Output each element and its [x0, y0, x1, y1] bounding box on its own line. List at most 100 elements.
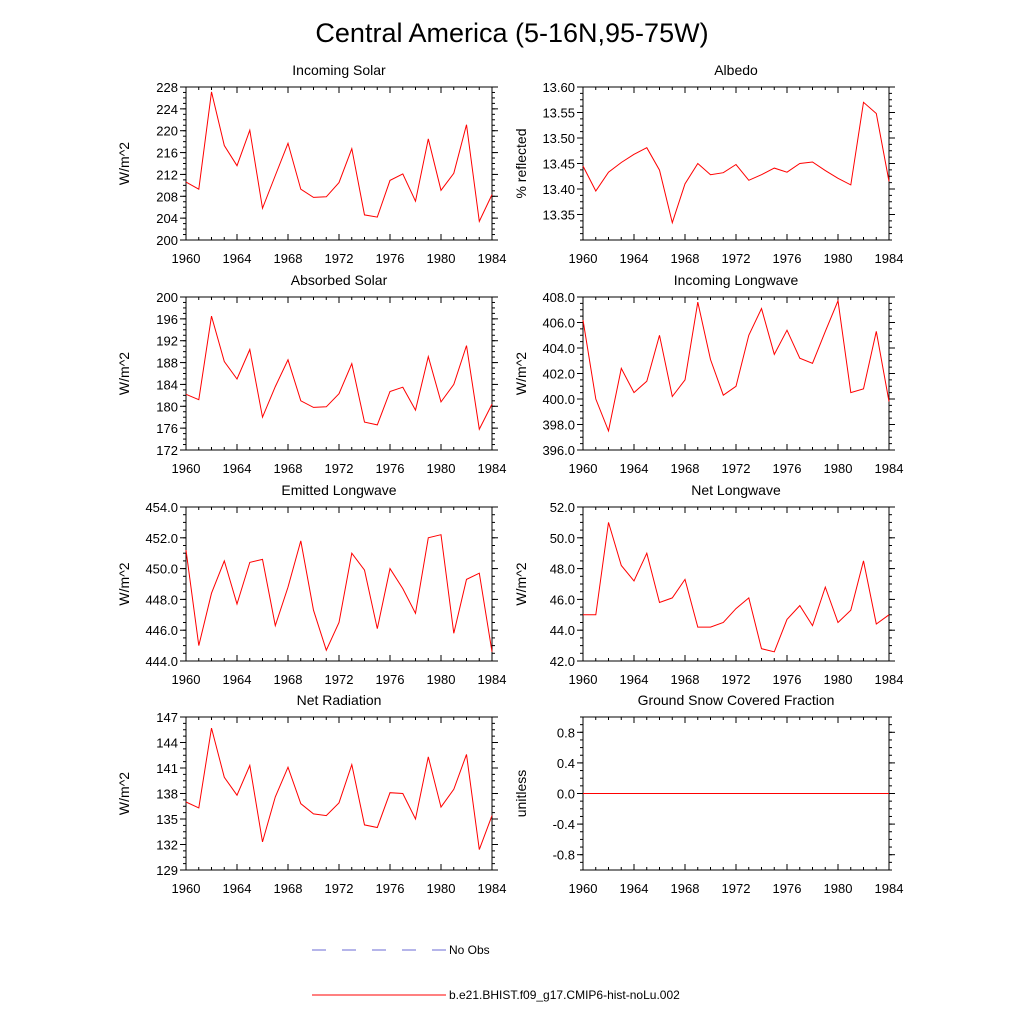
emitted-longwave-ylabel: W/m^2: [116, 562, 132, 605]
incoming-longwave-ytick-label: 396.0: [542, 443, 575, 458]
incoming-longwave-ytick-label: 398.0: [542, 418, 575, 433]
incoming-longwave-xtick-label: 1980: [824, 461, 853, 476]
incoming-solar-ytick-label: 204: [156, 211, 178, 226]
incoming-solar-ytick-label: 228: [156, 80, 178, 95]
incoming-longwave-xtick-label: 1972: [722, 461, 751, 476]
net-longwave-series-line: [583, 522, 890, 653]
incoming-solar-xtick-label: 1980: [427, 251, 456, 266]
albedo-plot-frame: [582, 86, 890, 241]
net-radiation-xtick-label: 1968: [274, 881, 303, 896]
net-radiation-series-line: [185, 727, 493, 850]
albedo-ytick-label: 13.45: [542, 157, 575, 172]
net-radiation-ylabel: W/m^2: [116, 772, 132, 815]
emitted-longwave-ytick-label: 450.0: [145, 562, 178, 577]
incoming-longwave-xtick-label: 1964: [620, 461, 649, 476]
incoming-longwave-title: Incoming Longwave: [674, 272, 799, 288]
incoming-longwave-ytick-label: 400.0: [542, 392, 575, 407]
incoming-longwave-xtick-label: 1960: [569, 461, 598, 476]
net-radiation-ytick-label: 141: [156, 761, 178, 776]
albedo-series-line: [582, 101, 890, 225]
incoming-solar-ytick-label: 224: [156, 102, 178, 117]
net-radiation-panel: Net Radiation 1960 1964 1968 1972 1976 1980 198…: [116, 692, 506, 896]
emitted-longwave-plot-frame: [185, 506, 493, 662]
net-radiation-ytick-label: 144: [156, 736, 178, 751]
absorbed-solar-ytick-label: 176: [156, 421, 178, 436]
incoming-solar-xtick-label: 1976: [376, 251, 405, 266]
albedo-ytick-label: 13.40: [542, 182, 575, 197]
albedo-xtick-label: 1968: [671, 251, 700, 266]
albedo-ytick-label: 13.50: [542, 131, 575, 146]
albedo-xtick-label: 1964: [620, 251, 649, 266]
emitted-longwave-ytick-label: 454.0: [145, 500, 178, 515]
incoming-solar-ytick-label: 212: [156, 167, 178, 182]
ground-snow-covered-fraction-ytick-label: -0.4: [553, 817, 575, 832]
net-longwave-xtick-label: 1984: [875, 672, 904, 687]
incoming-longwave-ytick-label: 406.0: [542, 316, 575, 331]
panels-group: Incoming Solar 1960 1964 1968 1972 1976 1980 19…: [116, 62, 903, 896]
absorbed-solar-ytick-label: 172: [156, 443, 178, 458]
net-longwave-xtick-label: 1976: [773, 672, 802, 687]
absorbed-solar-title: Absorbed Solar: [291, 272, 388, 288]
incoming-solar-ytick-label: 216: [156, 146, 178, 161]
incoming-solar-ytick-label: 220: [156, 124, 178, 139]
ground-snow-covered-fraction-xtick-label: 1964: [620, 881, 649, 896]
albedo-xtick-label: 1980: [824, 251, 853, 266]
emitted-longwave-xtick-label: 1960: [172, 672, 201, 687]
net-radiation-xtick-label: 1984: [478, 881, 507, 896]
absorbed-solar-panel: Absorbed Solar 1960 1964 1968 1972 1976 1980 19…: [116, 272, 506, 476]
incoming-solar-panel: Incoming Solar 1960 1964 1968 1972 1976 1980 19…: [116, 62, 506, 266]
emitted-longwave-xtick-label: 1984: [478, 672, 507, 687]
net-longwave-xtick-label: 1964: [620, 672, 649, 687]
incoming-solar-xtick-label: 1960: [172, 251, 201, 266]
ground-snow-covered-fraction-ylabel: unitless: [513, 770, 529, 817]
incoming-solar-ytick-label: 208: [156, 189, 178, 204]
absorbed-solar-series-line: [185, 315, 493, 431]
emitted-longwave-ytick-label: 452.0: [145, 531, 178, 546]
net-radiation-xtick-label: 1960: [172, 881, 201, 896]
incoming-solar-xtick-label: 1984: [478, 251, 507, 266]
incoming-longwave-panel: Incoming Longwave 1960 1964 1968 1972 1976 198…: [513, 272, 903, 476]
incoming-solar-xtick-label: 1972: [325, 251, 354, 266]
incoming-longwave-xtick-label: 1984: [875, 461, 904, 476]
emitted-longwave-xtick-label: 1976: [376, 672, 405, 687]
incoming-longwave-plot-frame: [582, 296, 890, 451]
net-longwave-ytick-label: 46.0: [550, 592, 575, 607]
absorbed-solar-xtick-label: 1964: [223, 461, 252, 476]
albedo-xtick-label: 1960: [569, 251, 598, 266]
albedo-ylabel: % reflected: [513, 128, 529, 198]
albedo-panel: Albedo 1960 1964 1968 1972 1976 1980 1984 13.35 1…: [513, 62, 903, 266]
albedo-xtick-label: 1984: [875, 251, 904, 266]
net-longwave-ytick-label: 44.0: [550, 623, 575, 638]
net-radiation-ytick-label: 147: [156, 710, 178, 725]
net-longwave-ytick-label: 50.0: [550, 531, 575, 546]
albedo-ytick-label: 13.60: [542, 80, 575, 95]
emitted-longwave-xtick-label: 1964: [223, 672, 252, 687]
absorbed-solar-ylabel: W/m^2: [116, 352, 132, 395]
ground-snow-covered-fraction-ytick-label: 0.4: [557, 756, 575, 771]
legend: No Obs b.e21.BHIST.f09_g17.CMIP6-hist-no…: [312, 943, 680, 1002]
net-radiation-ytick-label: 138: [156, 787, 178, 802]
ground-snow-covered-fraction-ytick-label: 0.8: [557, 725, 575, 740]
ground-snow-covered-fraction-ytick-label: -0.8: [553, 848, 575, 863]
absorbed-solar-plot-frame: [185, 296, 493, 451]
albedo-xtick-label: 1972: [722, 251, 751, 266]
absorbed-solar-xtick-label: 1980: [427, 461, 456, 476]
net-longwave-plot-frame: [582, 506, 890, 662]
net-longwave-xtick-label: 1968: [671, 672, 700, 687]
incoming-solar-xtick-label: 1964: [223, 251, 252, 266]
incoming-longwave-ylabel: W/m^2: [513, 352, 529, 395]
net-radiation-ytick-label: 129: [156, 863, 178, 878]
net-longwave-xtick-label: 1972: [722, 672, 751, 687]
ground-snow-covered-fraction-ytick-label: 0.0: [557, 787, 575, 802]
incoming-longwave-series-line: [582, 298, 890, 433]
ground-snow-covered-fraction-panel: Ground Snow Covered Fraction 1960 1964 1968…: [513, 692, 903, 896]
absorbed-solar-ytick-label: 200: [156, 290, 178, 305]
emitted-longwave-title: Emitted Longwave: [281, 482, 396, 498]
figure-title: Central America (5-16N,95-75W): [315, 18, 708, 48]
ground-snow-covered-fraction-xtick-label: 1968: [671, 881, 700, 896]
absorbed-solar-ytick-label: 192: [156, 334, 178, 349]
emitted-longwave-xtick-label: 1968: [274, 672, 303, 687]
net-longwave-ytick-label: 42.0: [550, 654, 575, 669]
incoming-longwave-ytick-label: 402.0: [542, 367, 575, 382]
